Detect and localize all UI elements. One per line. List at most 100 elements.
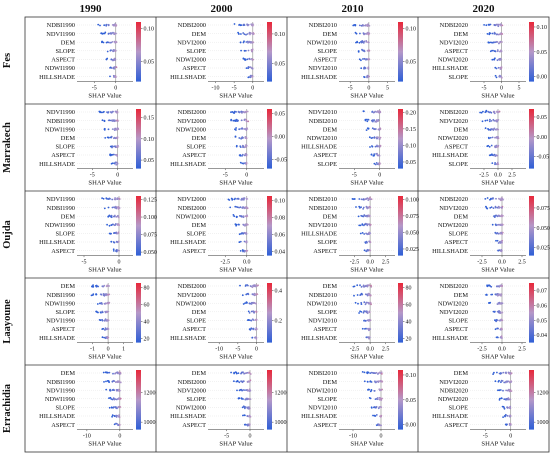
panel-oujda-2010: NDBI2010NDBI2010DEMNDVI2010HILLSHADESLOP… bbox=[301, 196, 419, 274]
shap-point bbox=[365, 40, 368, 42]
x-tick-label: 0 bbox=[249, 434, 252, 440]
shap-point bbox=[378, 128, 381, 131]
shap-point bbox=[510, 381, 513, 383]
shap-point bbox=[103, 120, 106, 123]
shap-point bbox=[105, 24, 108, 27]
shap-point bbox=[236, 389, 238, 392]
shap-point bbox=[495, 120, 498, 123]
feature-label: NDWI1990 bbox=[45, 65, 75, 72]
shap-point bbox=[115, 240, 118, 243]
shap-point bbox=[240, 110, 243, 113]
shap-point bbox=[507, 371, 510, 374]
shap-point bbox=[117, 240, 120, 243]
row-title-laayoune: Laayoune bbox=[2, 299, 13, 344]
shap-point bbox=[110, 216, 113, 219]
shap-point bbox=[116, 215, 119, 218]
row-title-errachidia: Errachidia bbox=[2, 383, 13, 433]
feature-label: DEM bbox=[192, 309, 207, 316]
shap-point bbox=[500, 285, 502, 287]
feature-label: SLOPE bbox=[317, 396, 337, 403]
x-axis-label: SHAP Value bbox=[219, 267, 252, 274]
shap-point bbox=[363, 40, 365, 43]
shap-point bbox=[491, 136, 494, 139]
shap-point bbox=[501, 311, 504, 314]
shap-point bbox=[357, 215, 360, 218]
shap-point bbox=[247, 66, 250, 69]
shap-point bbox=[250, 310, 253, 313]
shap-point bbox=[238, 223, 240, 226]
shap-point bbox=[353, 285, 356, 288]
colorbar-tick-label: 0.05 bbox=[537, 50, 548, 56]
shap-point bbox=[239, 284, 241, 287]
shap-point bbox=[368, 206, 371, 209]
feature-label: NDVI2000 bbox=[177, 387, 206, 394]
shap-point bbox=[254, 336, 257, 339]
shap-point bbox=[487, 128, 490, 131]
x-tick-label: -2.5 bbox=[479, 173, 489, 179]
shap-point bbox=[378, 145, 380, 148]
shap-point bbox=[496, 154, 499, 157]
shap-point bbox=[363, 310, 366, 313]
shap-point bbox=[246, 127, 249, 130]
shap-point bbox=[118, 414, 120, 417]
column-title-1990: 1990 bbox=[80, 3, 103, 15]
colorbar-tick-label: 80 bbox=[406, 285, 412, 291]
shap-point bbox=[351, 198, 354, 200]
row-title-fes: Fes bbox=[2, 53, 13, 68]
colorbar-tick-label: 0.15 bbox=[144, 116, 155, 122]
feature-label: HILLSHADE bbox=[39, 239, 75, 246]
shap-point bbox=[117, 231, 120, 234]
shap-point bbox=[111, 415, 113, 418]
shap-point bbox=[108, 285, 110, 287]
feature-label: HILLSHADE bbox=[170, 335, 206, 342]
shap-point bbox=[508, 380, 511, 383]
shap-point bbox=[108, 214, 111, 217]
shap-point bbox=[118, 406, 120, 409]
feature-label: NDWI2000 bbox=[176, 57, 206, 64]
shap-point bbox=[504, 381, 507, 384]
feature-label: DEM bbox=[61, 283, 76, 290]
shap-point bbox=[490, 293, 493, 296]
shap-point bbox=[232, 214, 235, 216]
shap-point bbox=[494, 163, 496, 166]
feature-label: DEM bbox=[61, 39, 76, 46]
shap-point bbox=[493, 24, 496, 27]
shap-point bbox=[363, 76, 365, 78]
shap-point bbox=[504, 413, 507, 416]
x-axis-label: SHAP Value bbox=[481, 441, 514, 448]
shap-point bbox=[494, 74, 497, 77]
shap-point bbox=[107, 128, 110, 131]
shap-point bbox=[487, 302, 490, 304]
colorbar-tick-label: 80 bbox=[144, 285, 150, 291]
shap-point bbox=[101, 318, 103, 321]
shap-point bbox=[92, 284, 94, 286]
colorbar bbox=[136, 22, 141, 82]
shap-point bbox=[254, 293, 257, 295]
shap-point bbox=[236, 206, 239, 209]
colorbar-tick-label: 0.10 bbox=[406, 27, 417, 33]
shap-point bbox=[245, 241, 248, 244]
shap-point bbox=[102, 197, 105, 200]
shap-point bbox=[235, 371, 238, 374]
shap-point bbox=[499, 397, 501, 400]
x-tick-label: -2.5 bbox=[350, 347, 360, 353]
shap-point bbox=[490, 144, 493, 147]
colorbar-tick-label: 0.15 bbox=[406, 127, 417, 133]
shap-point bbox=[101, 336, 104, 339]
x-tick-label: 0 bbox=[118, 434, 121, 440]
shap-point bbox=[116, 111, 119, 114]
shap-point bbox=[99, 319, 102, 322]
shap-point bbox=[105, 319, 107, 321]
shap-point bbox=[237, 111, 240, 113]
shap-point bbox=[107, 23, 110, 26]
shap-point bbox=[227, 198, 230, 201]
x-tick-label: -5 bbox=[348, 86, 353, 92]
shap-point bbox=[500, 318, 502, 321]
shap-point bbox=[368, 311, 371, 313]
shap-point bbox=[498, 372, 501, 375]
colorbar bbox=[529, 22, 534, 82]
shap-point bbox=[368, 292, 370, 295]
